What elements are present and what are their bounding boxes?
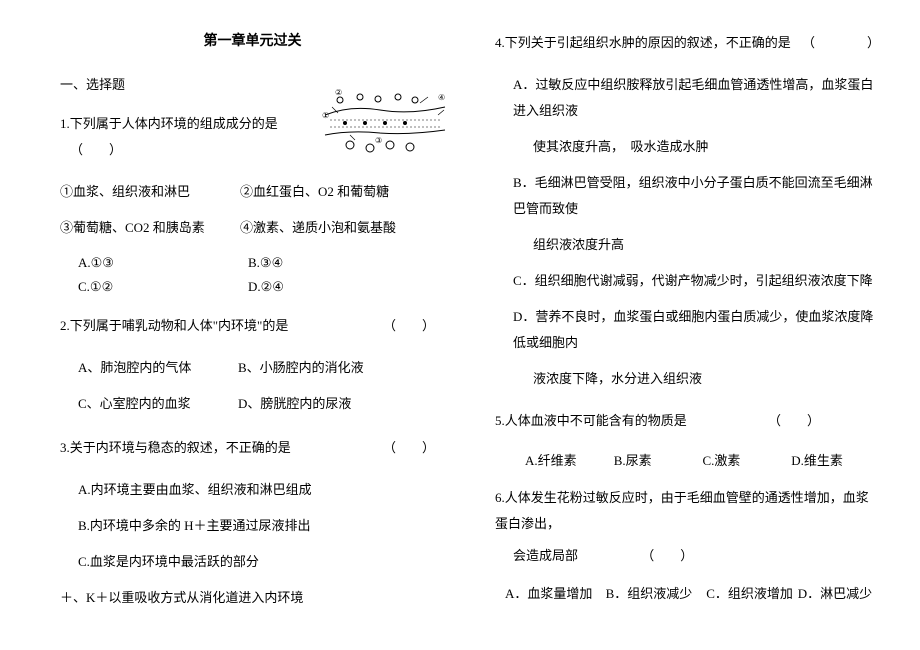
q3-optC: C.血浆是内环境中最活跃的部分: [78, 549, 445, 575]
q5-paren: （ ）: [768, 408, 820, 434]
q1-optB: B.③④: [248, 255, 418, 271]
svg-text:①: ①: [322, 111, 329, 120]
q6-optD: D．淋巴减少: [798, 583, 880, 602]
question-6-line2: 会造成局部 （ ）: [513, 543, 880, 569]
q1-optA: A.①③: [78, 255, 248, 271]
q4-optD-line1: D．营养不良时，血浆蛋白或细胞内蛋白质减少，使血浆浓度降低或细胞内: [513, 304, 880, 356]
q5-optB: B.尿素: [614, 450, 703, 469]
q4-optD-line2: 液浓度下降，水分进入组织液: [533, 366, 880, 392]
q3-optB: B.内环境中多余的 H＋主要通过尿液排出: [78, 513, 445, 539]
q4-optA-line1: A．过敏反应中组织胺释放引起毛细血管通透性增高，血浆蛋白进入组织液: [513, 72, 880, 124]
q2-optB: B、小肠腔内的消化液: [238, 355, 364, 381]
question-3: 3.关于内环境与稳态的叙述，不正确的是 （ ）: [60, 435, 445, 461]
chapter-title: 第一章单元过关: [60, 30, 445, 50]
q6-optB: B．组织液减少: [606, 583, 707, 602]
q1-items-row2: ③葡萄糖、CO2 和胰岛素 ④激素、递质小泡和氨基酸: [60, 215, 445, 241]
q3-optD-orphan: ＋、K＋以重吸收方式从消化道进入内环境: [60, 585, 445, 611]
question-2: 2.下列属于哺乳动物和人体"内环境"的是 （ ）: [60, 313, 445, 339]
q1-stem: 1.下列属于人体内环境的组成成分的是: [60, 116, 278, 131]
svg-text:④: ④: [438, 93, 445, 102]
q6-opts: A．血浆量增加 B．组织液减少 C．组织液增加 D．淋巴减少: [505, 583, 880, 602]
question-6-line1: 6.人体发生花粉过敏反应时，由于毛细血管壁的通透性增加，血浆蛋白渗出，: [495, 485, 880, 537]
q1-optC: C.①②: [78, 279, 248, 295]
q1-item2: ②血红蛋白、O2 和葡萄糖: [240, 179, 389, 205]
q4-optA-line2: 使其浓度升高， 吸水造成水肿: [533, 134, 880, 160]
q4-paren: （ ）: [802, 30, 880, 56]
question-4: 4.下列关于引起组织水肿的原因的叙述，不正确的是 （ ）: [495, 30, 880, 56]
q4-stem: 4.下列关于引起组织水肿的原因的叙述，不正确的是: [495, 35, 791, 50]
q1-item1: ①血浆、组织液和淋巴: [60, 179, 240, 205]
q1-optD: D.②④: [248, 279, 418, 295]
q2-optC: C、心室腔内的血浆: [78, 391, 238, 417]
q6-optA: A．血浆量增加: [505, 583, 606, 602]
q5-optC: C.激素: [703, 450, 792, 469]
q6-paren: （ ）: [641, 548, 693, 563]
q1-opts-ab: A.①③ B.③④: [78, 255, 445, 271]
q1-items-row1: ①血浆、组织液和淋巴 ②血红蛋白、O2 和葡萄糖: [60, 179, 445, 205]
q3-stem: 3.关于内环境与稳态的叙述，不正确的是: [60, 440, 291, 455]
q5-stem: 5.人体血液中不可能含有的物质是: [495, 413, 687, 428]
q6-stem2: 会造成局部: [513, 548, 578, 563]
q4-optC: C．组织细胞代谢减弱，代谢产物减少时，引起组织液浓度下降: [513, 268, 880, 294]
q3-optA: A.内环境主要由血浆、组织液和淋巴组成: [78, 477, 445, 503]
q3-paren: （ ）: [383, 435, 435, 461]
svg-text:②: ②: [335, 88, 342, 97]
q2-optA: A、肺泡腔内的气体: [78, 355, 238, 381]
q2-opts-ab: A、肺泡腔内的气体 B、小肠腔内的消化液: [78, 355, 445, 381]
q1-item3: ③葡萄糖、CO2 和胰岛素: [60, 215, 240, 241]
q2-paren: （ ）: [383, 313, 435, 339]
q1-item4: ④激素、递质小泡和氨基酸: [240, 215, 396, 241]
q6-optC: C．组织液增加: [706, 583, 797, 602]
q2-optD: D、膀胱腔内的尿液: [238, 391, 351, 417]
q1-opts-cd: C.①② D.②④: [78, 279, 445, 295]
q2-opts-cd: C、心室腔内的血浆 D、膀胱腔内的尿液: [78, 391, 445, 417]
q5-optD: D.维生素: [791, 450, 880, 469]
q2-stem: 2.下列属于哺乳动物和人体"内环境"的是: [60, 318, 288, 333]
q4-optB-line1: B．毛细淋巴管受阻，组织液中小分子蛋白质不能回流至毛细淋巴管而致使: [513, 170, 880, 222]
q4-optB-line2: 组织液浓度升高: [533, 232, 880, 258]
q5-opts: A.纤维素 B.尿素 C.激素 D.维生素: [525, 450, 880, 469]
cell-diagram: ① ② ③ ④: [320, 85, 450, 165]
svg-text:③: ③: [375, 136, 382, 145]
question-5: 5.人体血液中不可能含有的物质是 （ ）: [495, 408, 880, 434]
q5-optA: A.纤维素: [525, 450, 614, 469]
